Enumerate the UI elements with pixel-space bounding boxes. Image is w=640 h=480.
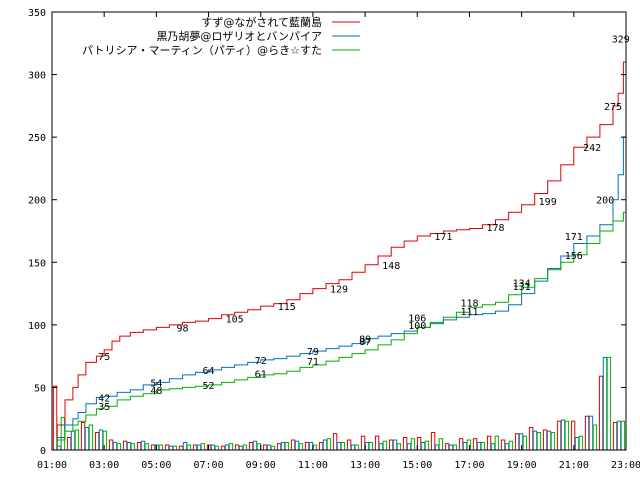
data-label: 105 bbox=[226, 315, 244, 326]
data-label: 72 bbox=[255, 356, 267, 367]
data-label: 98 bbox=[176, 323, 188, 334]
x-tick-label: 11:00 bbox=[298, 460, 328, 471]
data-label: 79 bbox=[307, 347, 319, 358]
y-tick-label: 0 bbox=[40, 446, 46, 457]
data-label: 171 bbox=[565, 232, 583, 243]
data-label: 178 bbox=[486, 223, 504, 234]
x-tick-label: 21:00 bbox=[559, 460, 589, 471]
y-tick-label: 150 bbox=[28, 258, 46, 269]
x-tick-label: 05:00 bbox=[141, 460, 171, 471]
data-label: 148 bbox=[382, 261, 400, 272]
data-label: 118 bbox=[460, 298, 478, 309]
legend-label: 黒乃胡夢@ロザリオとバンパイア bbox=[156, 29, 322, 43]
data-label: 100 bbox=[408, 321, 426, 332]
series-line-2 bbox=[52, 199, 627, 451]
y-tick-label: 50 bbox=[34, 383, 46, 394]
data-label: 75 bbox=[98, 352, 110, 363]
data-label: 275 bbox=[604, 102, 622, 113]
legend-label: パトリシア・マーティン（パティ）@らき☆すた bbox=[82, 44, 322, 57]
data-label: 242 bbox=[583, 143, 601, 154]
x-tick-label: 13:00 bbox=[350, 460, 380, 471]
x-tick-label: 03:00 bbox=[89, 460, 119, 471]
data-label: 115 bbox=[278, 302, 296, 313]
x-tick-label: 09:00 bbox=[246, 460, 276, 471]
data-label: 89 bbox=[359, 335, 371, 346]
data-label: 329 bbox=[612, 34, 630, 45]
data-label: 52 bbox=[202, 381, 214, 392]
data-label: 199 bbox=[539, 197, 557, 208]
data-label: 42 bbox=[98, 393, 110, 404]
data-label: 131 bbox=[513, 282, 531, 293]
data-label: 134 bbox=[513, 278, 531, 289]
data-label: 64 bbox=[202, 366, 214, 377]
y-tick-label: 350 bbox=[28, 8, 46, 19]
data-label: 71 bbox=[307, 357, 319, 368]
x-tick-label: 19:00 bbox=[507, 460, 537, 471]
x-tick-label: 01:00 bbox=[37, 460, 67, 471]
data-label: 87 bbox=[359, 337, 371, 348]
data-label: 171 bbox=[434, 232, 452, 243]
data-label: 156 bbox=[565, 251, 583, 262]
x-tick-label: 17:00 bbox=[454, 460, 484, 471]
y-tick-label: 100 bbox=[28, 321, 46, 332]
data-label: 200 bbox=[596, 196, 614, 207]
series-line-0 bbox=[52, 38, 627, 451]
plot-frame bbox=[51, 11, 627, 451]
y-tick-label: 200 bbox=[28, 196, 46, 207]
data-label: 111 bbox=[460, 307, 478, 318]
x-tick-label: 23:00 bbox=[611, 460, 640, 471]
data-label: 129 bbox=[330, 285, 348, 296]
axis-ticks: 0 50 100 150 200 250 300 350 01:00 03:00 05:00 07:0… bbox=[28, 8, 640, 471]
data-label: 106 bbox=[408, 313, 426, 324]
data-label: 48 bbox=[150, 386, 162, 397]
data-label: 35 bbox=[98, 402, 110, 413]
y-tick-label: 300 bbox=[28, 71, 46, 82]
x-tick-label: 07:00 bbox=[193, 460, 223, 471]
data-label: 61 bbox=[255, 370, 267, 381]
x-tick-label: 15:00 bbox=[402, 460, 432, 471]
legend-label: すず@ながされて藍蘭島 bbox=[201, 15, 322, 29]
y-tick-label: 250 bbox=[28, 133, 46, 144]
data-label: 54 bbox=[150, 378, 162, 389]
legend: すず@ながされて藍蘭島黒乃胡夢@ロザリオとバンパイアパトリシア・マーティン（パテ… bbox=[82, 15, 360, 57]
cumulative-lines bbox=[52, 38, 627, 451]
data-labels: 75 98 105 115 129 148 171 178 199 242 275 329 42 54 64… bbox=[98, 34, 630, 413]
